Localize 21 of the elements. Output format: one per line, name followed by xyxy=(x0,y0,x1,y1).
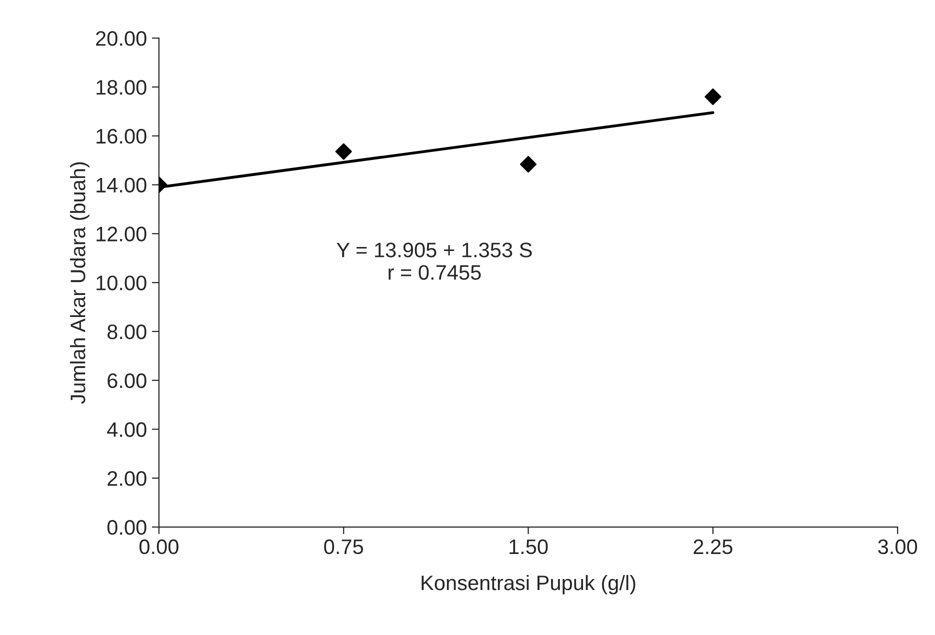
y-tick-label: 16.00 xyxy=(96,128,146,144)
y-tick-label: 14.00 xyxy=(96,178,146,193)
x-tick-label: 1.50 xyxy=(510,539,548,554)
y-tick-label: 0.00 xyxy=(107,520,146,535)
y-tick-label: 10.00 xyxy=(96,276,146,290)
y-tick-label: 20.00 xyxy=(96,31,146,46)
x-tick-label: 0.00 xyxy=(139,539,178,554)
y-tick-label: 8.00 xyxy=(108,324,146,340)
x-tick-label: 2.25 xyxy=(694,539,732,554)
y-axis-title: Jumlah Akar Udara (buah) xyxy=(70,162,90,404)
annotation: Y = 13.905 + 1.353 S r = 0.7455 xyxy=(336,242,532,280)
y-tick-label: 2.00 xyxy=(108,471,146,486)
y-tick-label: 18.00 xyxy=(96,80,146,95)
point xyxy=(704,88,722,106)
y-tick-label: 6.00 xyxy=(108,373,146,388)
x-tick-label: 0.75 xyxy=(324,539,364,554)
x-axis-title: Konsentrasi Pupuk (g/l) xyxy=(422,574,636,594)
point xyxy=(520,156,537,173)
y-tick-label: 4.00 xyxy=(107,422,146,438)
y-tick-label: 12.00 xyxy=(96,226,146,242)
x-tick-label: 3.00 xyxy=(878,539,918,554)
